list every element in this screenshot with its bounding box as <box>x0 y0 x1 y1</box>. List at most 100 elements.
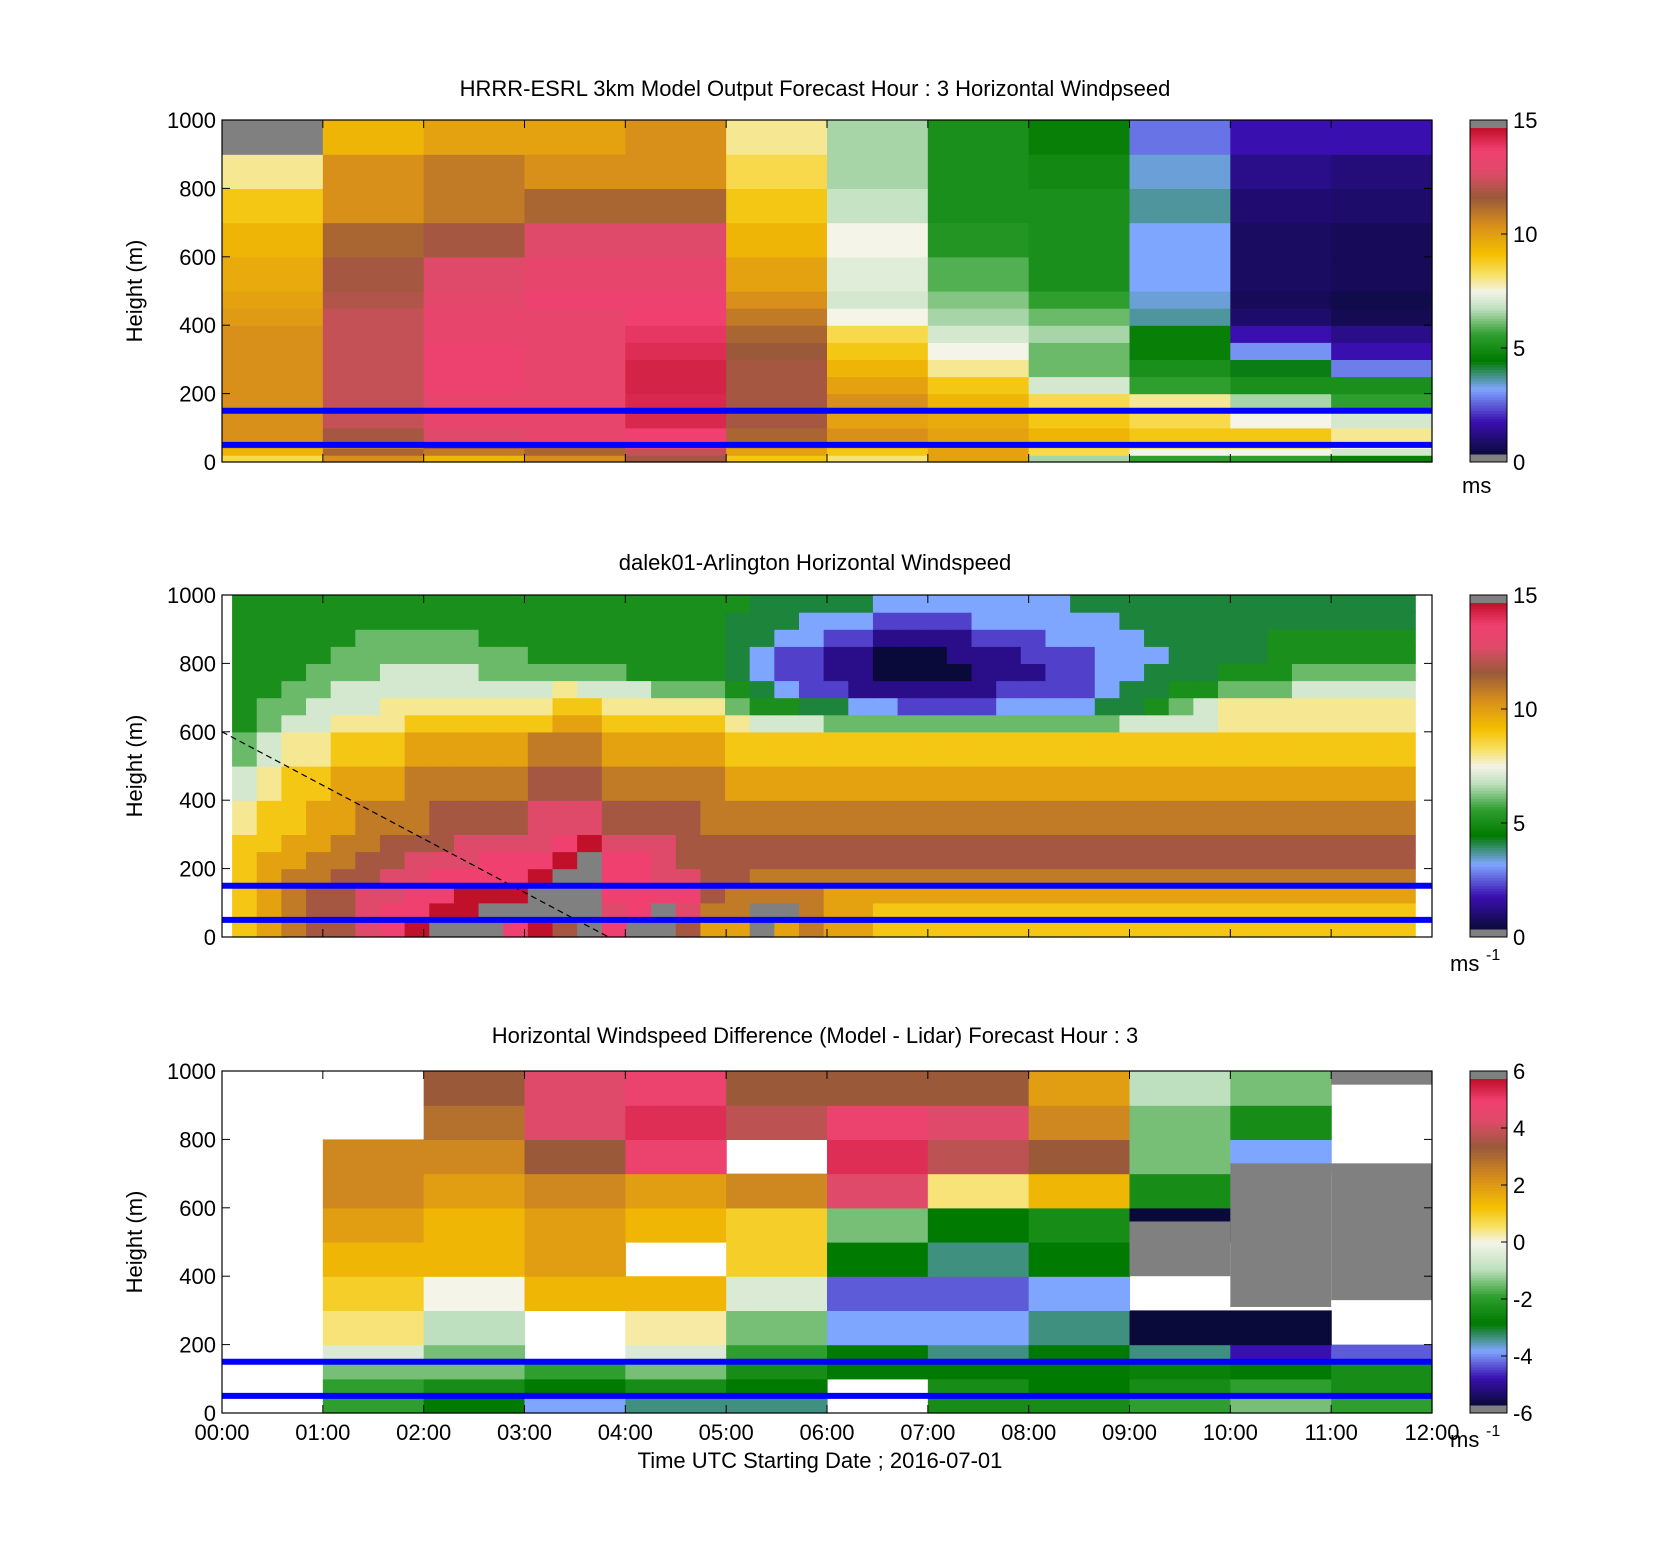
heatmap-cell <box>429 766 455 801</box>
colorbar-swatch <box>1470 1214 1507 1219</box>
heatmap-cell <box>823 766 849 801</box>
heatmap-cell <box>232 595 258 613</box>
colorbar-swatch <box>1470 331 1507 335</box>
heatmap-cell <box>322 325 425 343</box>
heatmap-cell <box>872 834 899 853</box>
heatmap-cell <box>1242 919 1268 938</box>
heatmap-cell <box>232 851 258 870</box>
heatmap-cell <box>651 629 677 647</box>
heatmap-cell <box>281 714 307 733</box>
colorbar-swatch <box>1470 1252 1507 1257</box>
colorbar-swatch <box>1470 1225 1507 1229</box>
heatmap-cell <box>848 680 874 699</box>
heatmap-cell <box>675 697 701 716</box>
colorbar-swatch <box>1470 755 1507 759</box>
colorbar-swatch <box>1470 836 1507 840</box>
heatmap-cell <box>552 868 578 887</box>
colorbar-swatch <box>1470 426 1507 431</box>
heatmap-cell <box>1129 393 1231 412</box>
heatmap-cell <box>1020 714 1047 733</box>
x-tick-label: 03:00 <box>497 1420 552 1445</box>
heatmap-cell <box>524 427 626 443</box>
heatmap-cell <box>322 1361 425 1380</box>
colorbar-swatch <box>1470 654 1507 658</box>
heatmap-cell <box>774 646 800 664</box>
model-windspeed-panel: HRRR-ESRL 3km Model Output Forecast Hour… <box>122 76 1537 498</box>
heatmap-cell <box>1291 680 1318 699</box>
colorbar-swatch <box>1470 779 1507 783</box>
colorbar-swatch <box>1470 1133 1507 1137</box>
heatmap-cell <box>355 663 381 682</box>
heatmap-cell <box>322 291 425 309</box>
y-tick-label: 0 <box>204 925 216 950</box>
heatmap-cell <box>322 393 425 412</box>
heatmap-cell <box>625 308 727 326</box>
y-tick-label: 400 <box>179 788 216 813</box>
heatmap-cell <box>823 714 849 733</box>
heatmap-cell <box>927 1071 1030 1106</box>
heatmap-cell <box>322 1310 425 1346</box>
heatmap-cell <box>577 868 603 887</box>
heatmap-cell <box>1291 885 1318 904</box>
colorbar-swatch <box>1470 413 1507 417</box>
colorbar-swatch <box>1470 247 1507 251</box>
heatmap-cell <box>1193 731 1219 767</box>
heatmap-cell <box>1193 663 1219 682</box>
heatmap-cell <box>922 851 948 870</box>
heatmap-cell <box>1291 714 1318 733</box>
heatmap-cell <box>478 731 504 767</box>
heatmap-cell <box>872 902 899 921</box>
y-tick-label: 600 <box>179 1196 216 1221</box>
heatmap-cell <box>1316 902 1342 921</box>
heatmap-cell <box>625 325 727 343</box>
heatmap-cell <box>330 766 356 801</box>
colorbar-swatch <box>1470 1095 1507 1099</box>
heatmap-cell <box>306 595 332 613</box>
colorbar-swatch <box>1470 258 1507 262</box>
colorbar-swatch <box>1470 1380 1507 1384</box>
lidar-heatmap <box>221 595 1432 938</box>
heatmap-cell <box>823 612 849 630</box>
heatmap-cell <box>423 308 526 326</box>
heatmap-cell <box>726 1071 828 1106</box>
heatmap-cell <box>330 697 356 716</box>
heatmap-cell <box>872 697 899 716</box>
colorbar-swatch <box>1470 896 1507 900</box>
heatmap-cell <box>429 595 455 613</box>
heatmap-cell <box>1267 800 1293 835</box>
heatmap-cell <box>429 902 455 921</box>
colorbar-swatch <box>1470 1190 1507 1194</box>
heatmap-cell <box>946 663 973 682</box>
colorbar-swatch <box>1470 182 1507 186</box>
heatmap-cell <box>330 919 356 938</box>
colorbar-swatch <box>1470 405 1507 409</box>
heatmap-cell <box>726 427 828 443</box>
heatmap-cell <box>1218 646 1244 664</box>
heatmap-cell <box>946 868 973 887</box>
heatmap-cell <box>423 342 526 360</box>
heatmap-cell <box>478 868 504 887</box>
colorbar-swatch <box>1470 698 1507 702</box>
colorbar-swatch <box>1470 388 1507 393</box>
heatmap-cell <box>355 714 381 733</box>
heatmap-cell <box>330 680 356 699</box>
heatmap-cell <box>1168 851 1194 870</box>
heatmap-cell <box>922 919 948 938</box>
heatmap-cell <box>429 714 455 733</box>
heatmap-cell <box>222 325 324 343</box>
colorbar-swatch <box>1470 714 1507 718</box>
colorbar-over-range <box>1470 1071 1507 1079</box>
heatmap-cell <box>1020 902 1047 921</box>
colorbar-swatch <box>1470 1375 1507 1379</box>
heatmap-cell <box>996 868 1022 887</box>
heatmap-cell <box>306 851 332 870</box>
heatmap-cell <box>281 834 307 853</box>
heatmap-cell <box>897 868 923 887</box>
colorbar-swatch <box>1470 310 1507 314</box>
colorbar-swatch <box>1470 736 1507 740</box>
colorbar-swatch <box>1470 695 1507 699</box>
heatmap-cell <box>524 1378 626 1397</box>
heatmap-cell <box>1242 629 1268 647</box>
heatmap-cell <box>423 1310 526 1346</box>
heatmap-cell <box>774 595 800 613</box>
